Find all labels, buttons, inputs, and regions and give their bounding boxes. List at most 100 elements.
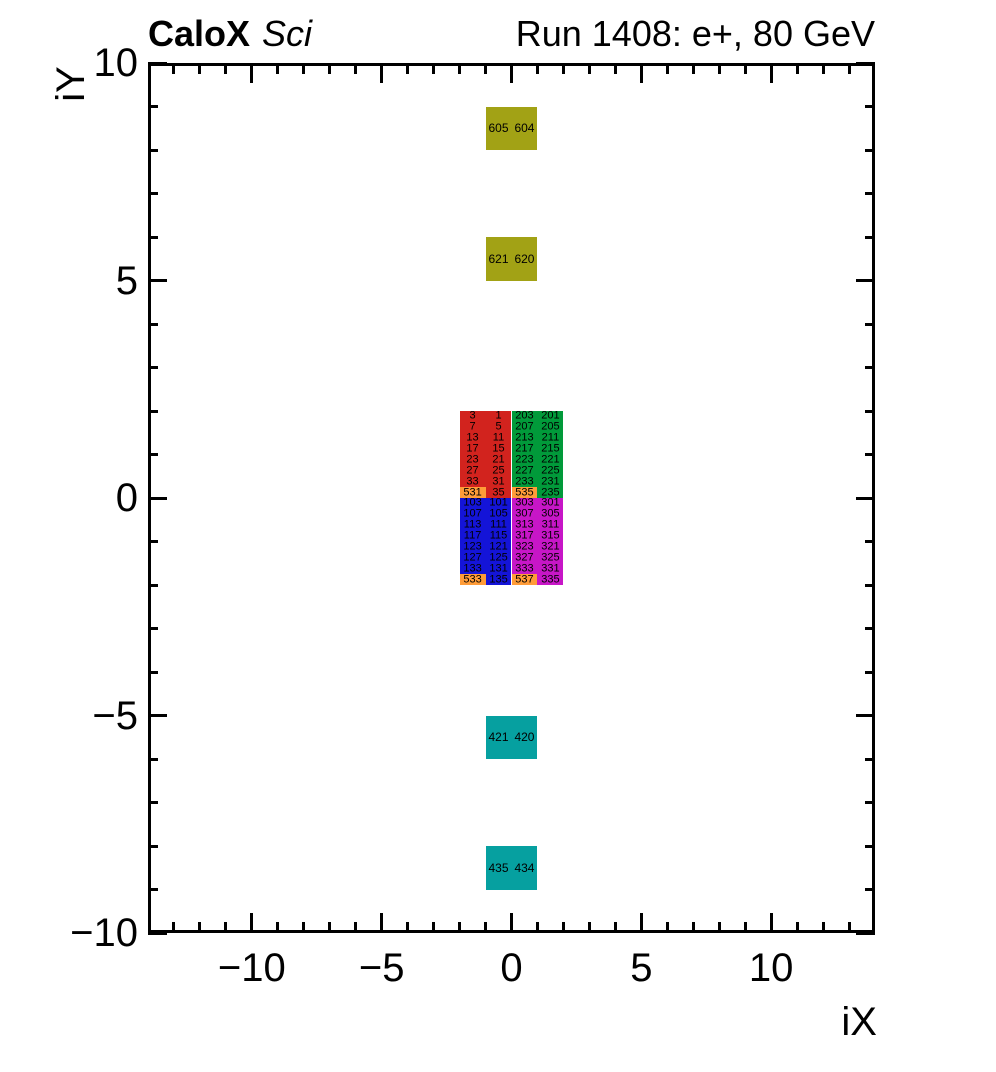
y-tick-label: 0 [115, 476, 138, 520]
channel-label: 115 [489, 529, 508, 542]
y-minor-tick-right [865, 670, 875, 674]
x-minor-tick-top [613, 63, 617, 74]
channel-label: 225 [541, 464, 560, 477]
y-minor-tick [148, 409, 158, 413]
y-tick-label: 10 [93, 41, 139, 85]
channel-label: 333 [515, 562, 534, 575]
channel-label: 307 [515, 507, 534, 520]
x-minor-tick-top [484, 63, 488, 74]
x-minor-tick-top [302, 63, 306, 74]
x-minor-tick [795, 922, 799, 933]
channel-label: 23 [466, 453, 479, 466]
y-minor-tick-right [865, 235, 875, 239]
y-minor-tick-right [865, 366, 875, 369]
channel-label: 317 [515, 529, 534, 542]
x-tick-label: −5 [358, 946, 405, 990]
pad-teal-upper [485, 715, 538, 759]
x-minor-tick [406, 922, 410, 933]
y-tick-label: −10 [70, 911, 138, 955]
y-axis-title: iY [49, 66, 93, 102]
y-minor-tick-right [865, 540, 875, 543]
x-minor-tick-top [665, 63, 669, 74]
block-red [459, 411, 512, 498]
y-minor-tick [148, 192, 158, 195]
y-minor-tick [148, 366, 158, 369]
channel-label: 3 [469, 409, 476, 422]
x-major-tick [250, 913, 254, 933]
x-minor-tick-top [354, 63, 358, 74]
channel-label: 313 [515, 518, 534, 531]
x-minor-tick [276, 922, 280, 933]
x-minor-tick [198, 922, 202, 933]
y-minor-tick [148, 235, 158, 239]
pad-channel-label: 621 [488, 251, 509, 266]
y-minor-tick-right [865, 888, 875, 891]
x-minor-tick-top [172, 63, 176, 74]
channel-label: 305 [541, 507, 560, 520]
x-minor-tick [224, 922, 228, 933]
pad-channel-label: 420 [514, 730, 535, 745]
x-minor-tick-top [691, 63, 695, 74]
y-minor-tick-right [865, 409, 875, 413]
x-minor-tick-top [587, 63, 591, 74]
y-minor-tick [148, 888, 158, 891]
channel-label: 25 [492, 464, 505, 477]
y-major-tick-right [856, 61, 875, 65]
channel-label: 531 [463, 486, 482, 499]
cell-531 [459, 487, 486, 498]
x-minor-tick [328, 922, 332, 933]
y-minor-tick-right [865, 453, 875, 456]
pad-channel-label: 434 [514, 860, 535, 875]
x-minor-tick-top [432, 63, 436, 74]
y-major-tick-right [856, 496, 875, 500]
y-tick-label: 5 [115, 258, 138, 303]
y-major-tick-right [856, 714, 875, 717]
channel-label: 213 [515, 431, 534, 444]
channel-label: 7 [469, 420, 476, 433]
channel-label: 535 [515, 486, 534, 499]
channel-label: 131 [489, 562, 508, 575]
cell-533 [459, 574, 486, 585]
x-major-tick-top [380, 63, 384, 83]
y-minor-tick-right [865, 627, 875, 630]
y-minor-tick-right [865, 105, 875, 108]
channel-label: 113 [463, 518, 482, 531]
channel-label: 217 [515, 442, 534, 455]
channel-label: 125 [489, 551, 508, 564]
y-minor-tick-right [865, 844, 875, 848]
x-axis-title: iX [841, 1000, 877, 1044]
y-tick-label: −5 [92, 693, 138, 738]
channel-label: 301 [541, 496, 560, 509]
detector-name: Sci [262, 13, 313, 54]
channel-label: 221 [541, 453, 560, 466]
pad-teal-lower [485, 846, 538, 890]
x-minor-tick [172, 922, 176, 933]
pad-channel-label: 605 [488, 121, 509, 136]
channel-label: 35 [492, 486, 505, 499]
y-minor-tick [148, 105, 158, 108]
channel-label: 33 [466, 475, 479, 488]
y-minor-tick-right [865, 148, 875, 152]
x-minor-tick-top [535, 63, 539, 74]
y-minor-tick [148, 844, 158, 848]
channel-label: 315 [541, 529, 560, 542]
channel-label: 121 [489, 540, 508, 553]
x-minor-tick [821, 922, 825, 933]
y-major-tick [148, 496, 167, 500]
x-minor-tick [484, 922, 488, 933]
y-major-tick [148, 714, 167, 717]
x-minor-tick [432, 922, 436, 933]
x-minor-tick-top [198, 63, 202, 74]
y-minor-tick [148, 583, 158, 587]
y-minor-tick-right [865, 801, 875, 804]
y-major-tick-right [856, 931, 875, 935]
y-minor-tick [148, 757, 158, 761]
x-minor-tick-top [795, 63, 799, 74]
y-minor-tick-right [865, 757, 875, 761]
x-minor-tick-top [743, 63, 747, 74]
x-major-tick-top [769, 63, 773, 83]
channel-label: 235 [541, 486, 560, 499]
pad-olive-mid [485, 237, 538, 281]
x-minor-tick-top [717, 63, 721, 74]
